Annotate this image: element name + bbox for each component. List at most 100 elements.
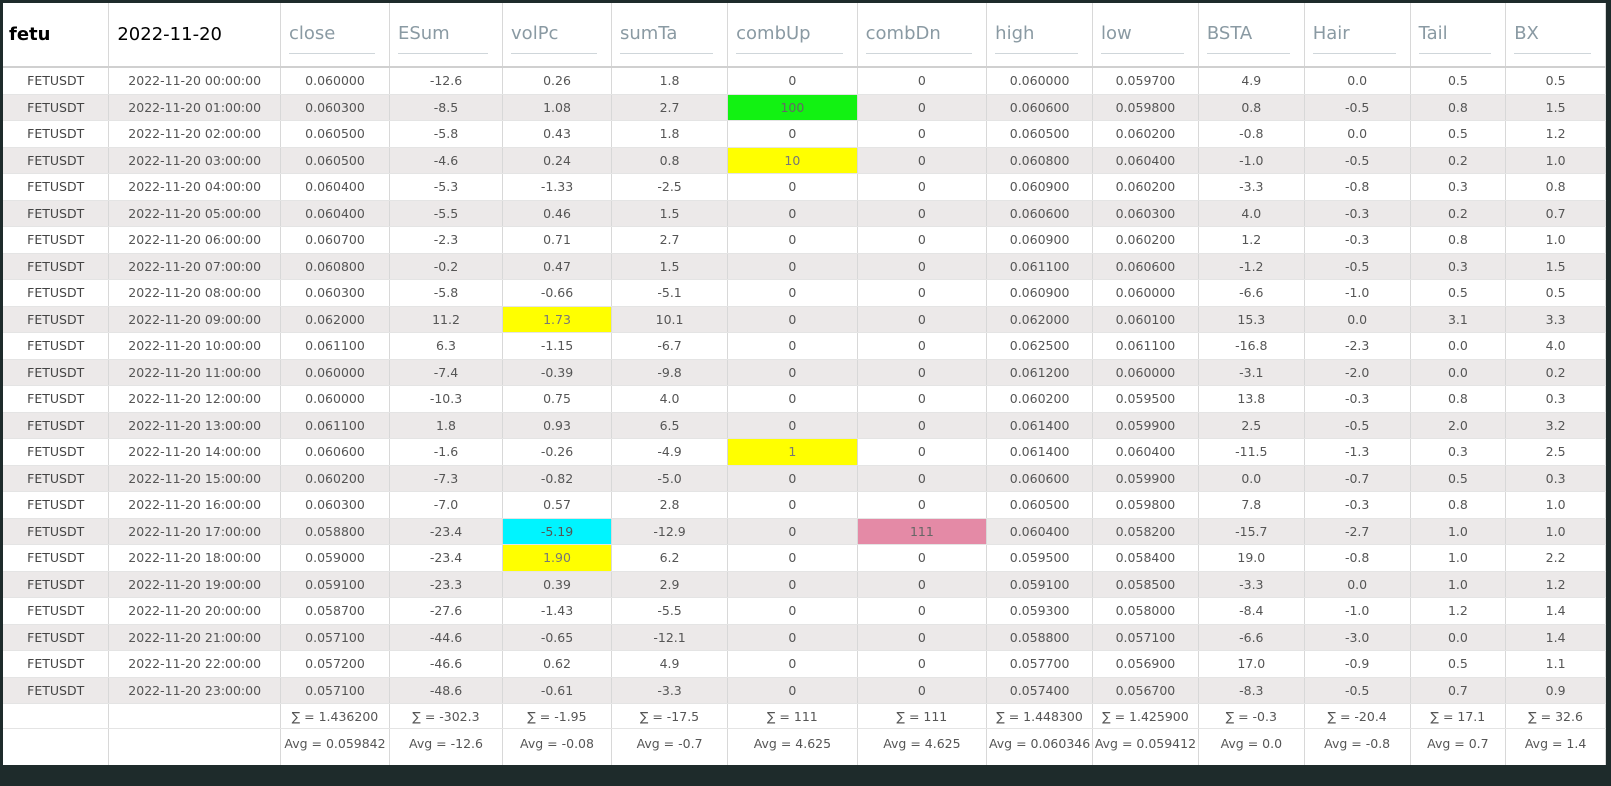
cell-bx: 0.2 bbox=[1505, 359, 1606, 386]
cell-fetu: FETUSDT bbox=[3, 173, 110, 201]
cell-bsta: 17.0 bbox=[1198, 650, 1305, 678]
cell-combdn: 0 bbox=[857, 332, 988, 360]
column-header-high[interactable]: high bbox=[986, 3, 1094, 68]
cell-combup: 0 bbox=[727, 518, 858, 545]
cell-low: 0.060200 bbox=[1092, 173, 1199, 201]
cell-close: 0.059000 bbox=[280, 544, 390, 572]
sum-cell: ∑ = -0.3 bbox=[1198, 703, 1305, 729]
table-row[interactable]: FETUSDT 2022-11-20 10:00:00 0.061100 6.3 -1.… bbox=[3, 332, 1606, 360]
column-header-tail[interactable]: Tail bbox=[1410, 3, 1507, 68]
table-row[interactable]: FETUSDT 2022-11-20 08:00:00 0.060300 -5.8 -0… bbox=[3, 279, 1606, 307]
column-header-label: combUp bbox=[736, 23, 843, 54]
table-row[interactable]: FETUSDT 2022-11-20 03:00:00 0.060500 -4.6 0.… bbox=[3, 147, 1606, 174]
column-header-bsta[interactable]: BSTA bbox=[1198, 3, 1305, 68]
column-header-label: BX bbox=[1514, 23, 1591, 54]
table-row[interactable]: FETUSDT 2022-11-20 13:00:00 0.061100 1.8 0.9… bbox=[3, 412, 1606, 439]
cell-close: 0.060200 bbox=[280, 465, 390, 492]
cell-close: 0.060500 bbox=[280, 120, 390, 148]
column-header-label: Tail bbox=[1418, 23, 1492, 54]
cell-fetu: FETUSDT bbox=[3, 359, 110, 386]
table-row[interactable]: FETUSDT 2022-11-20 16:00:00 0.060300 -7.0 0.… bbox=[3, 491, 1606, 519]
table-row[interactable]: FETUSDT 2022-11-20 18:00:00 0.059000 -23.4 1… bbox=[3, 544, 1606, 572]
cell-bx: 1.0 bbox=[1505, 226, 1606, 254]
cell-fetu: FETUSDT bbox=[3, 120, 110, 148]
cell-bx: 1.5 bbox=[1505, 253, 1606, 280]
table-row[interactable]: FETUSDT 2022-11-20 09:00:00 0.062000 11.2 1.… bbox=[3, 306, 1606, 333]
cell-tail: 0.5 bbox=[1410, 465, 1507, 492]
cell-tail: 2.0 bbox=[1410, 412, 1507, 439]
cell-combdn: 0 bbox=[857, 438, 988, 466]
table-row[interactable]: FETUSDT 2022-11-20 05:00:00 0.060400 -5.5 0.… bbox=[3, 200, 1606, 227]
table-row[interactable]: FETUSDT 2022-11-20 00:00:00 0.060000 -12.6 0… bbox=[3, 67, 1606, 95]
cell-combup: 1 bbox=[727, 438, 858, 466]
table-row[interactable]: FETUSDT 2022-11-20 02:00:00 0.060500 -5.8 0.… bbox=[3, 120, 1606, 148]
column-header-low[interactable]: low bbox=[1092, 3, 1199, 68]
cell-2022-11-20: 2022-11-20 22:00:00 bbox=[108, 650, 282, 678]
cell-hair: -3.0 bbox=[1304, 624, 1411, 651]
column-header-bx[interactable]: BX bbox=[1505, 3, 1606, 68]
cell-2022-11-20: 2022-11-20 09:00:00 bbox=[108, 306, 282, 333]
table-row[interactable]: FETUSDT 2022-11-20 07:00:00 0.060800 -0.2 0.… bbox=[3, 253, 1606, 280]
cell-2022-11-20: 2022-11-20 20:00:00 bbox=[108, 597, 282, 625]
cell-2022-11-20: 2022-11-20 00:00:00 bbox=[108, 67, 282, 95]
cell-esum: -8.5 bbox=[389, 94, 504, 121]
table-row[interactable]: FETUSDT 2022-11-20 23:00:00 0.057100 -48.6-… bbox=[3, 677, 1606, 704]
cell-fetu: FETUSDT bbox=[3, 650, 110, 678]
sum-cell: ∑ = 111 bbox=[727, 703, 858, 729]
cell-2022-11-20: 2022-11-20 16:00:00 bbox=[108, 491, 282, 519]
column-header-combdn[interactable]: combDn bbox=[857, 3, 988, 68]
cell-close: 0.060800 bbox=[280, 253, 390, 280]
cell-high: 0.060900 bbox=[986, 173, 1094, 201]
cell-combdn: 0 bbox=[857, 624, 988, 651]
cell-2022-11-20: 2022-11-20 12:00:00 bbox=[108, 385, 282, 413]
column-header-volpc[interactable]: volPc bbox=[502, 3, 612, 68]
cell-tail: 0.3 bbox=[1410, 173, 1507, 201]
cell-bx: 1.1 bbox=[1505, 650, 1606, 678]
table-row[interactable]: FETUSDT 2022-11-20 21:00:00 0.057100 -44.6-… bbox=[3, 624, 1606, 651]
column-header-combup[interactable]: combUp bbox=[727, 3, 858, 68]
column-header-hair[interactable]: Hair bbox=[1304, 3, 1411, 68]
table-row[interactable]: FETUSDT 2022-11-20 04:00:00 0.060400 -5.3 -1… bbox=[3, 173, 1606, 201]
cell-close: 0.060300 bbox=[280, 279, 390, 307]
avg-cell: Avg = -0.8 bbox=[1304, 728, 1411, 765]
cell-esum: -7.3 bbox=[389, 465, 504, 492]
column-header-sumta[interactable]: sumTa bbox=[611, 3, 729, 68]
cell-bsta: 0.8 bbox=[1198, 94, 1305, 121]
cell-fetu: FETUSDT bbox=[3, 518, 110, 545]
cell-2022-11-20: 2022-11-20 03:00:00 bbox=[108, 147, 282, 174]
table-row[interactable]: FETUSDT 2022-11-20 12:00:00 0.060000 -10.3 0… bbox=[3, 385, 1606, 413]
cell-esum: -1.6 bbox=[389, 438, 504, 466]
table-row[interactable]: FETUSDT 2022-11-20 22:00:00 0.057200 -46.6 0… bbox=[3, 650, 1606, 678]
table-row[interactable]: FETUSDT 2022-11-20 17:00:00 0.058800 -23.4-… bbox=[3, 518, 1606, 545]
table-row[interactable]: FETUSDT 2022-11-20 15:00:00 0.060200 -7.3 -0… bbox=[3, 465, 1606, 492]
cell-combup: 10 bbox=[727, 147, 858, 174]
sum-cell bbox=[108, 703, 282, 729]
table-row[interactable]: FETUSDT 2022-11-20 20:00:00 0.058700 -27.6-… bbox=[3, 597, 1606, 625]
table-row[interactable]: FETUSDT 2022-11-20 06:00:00 0.060700 -2.3 0.… bbox=[3, 226, 1606, 254]
cell-2022-11-20: 2022-11-20 17:00:00 bbox=[108, 518, 282, 545]
cell-bx: 1.0 bbox=[1505, 147, 1606, 174]
column-header-esum[interactable]: ESum bbox=[389, 3, 504, 68]
cell-high: 0.058800 bbox=[986, 624, 1094, 651]
cell-2022-11-20: 2022-11-20 15:00:00 bbox=[108, 465, 282, 492]
column-header-close[interactable]: close bbox=[280, 3, 390, 68]
cell-volpc: 1.73 bbox=[502, 306, 612, 333]
avg-cell: Avg = 4.625 bbox=[727, 728, 858, 765]
cell-tail: 0.5 bbox=[1410, 120, 1507, 148]
cell-volpc: 0.24 bbox=[502, 147, 612, 174]
table-row[interactable]: FETUSDT 2022-11-20 11:00:00 0.060000 -7.4 -0… bbox=[3, 359, 1606, 386]
table-row[interactable]: FETUSDT 2022-11-20 14:00:00 0.060600 -1.6 -0… bbox=[3, 438, 1606, 466]
table-row[interactable]: FETUSDT 2022-11-20 01:00:00 0.060300 -8.5 1.… bbox=[3, 94, 1606, 121]
cell-2022-11-20: 2022-11-20 13:00:00 bbox=[108, 412, 282, 439]
cell-hair: -0.5 bbox=[1304, 677, 1411, 704]
cell-tail: 0.0 bbox=[1410, 624, 1507, 651]
cell-combdn: 0 bbox=[857, 491, 988, 519]
cell-tail: 0.0 bbox=[1410, 359, 1507, 386]
cell-tail: 0.2 bbox=[1410, 200, 1507, 227]
cell-high: 0.062000 bbox=[986, 306, 1094, 333]
cell-volpc: 1.90 bbox=[502, 544, 612, 572]
cell-combdn: 0 bbox=[857, 597, 988, 625]
cell-bsta: -0.8 bbox=[1198, 120, 1305, 148]
cell-bx: 0.5 bbox=[1505, 279, 1606, 307]
table-row[interactable]: FETUSDT 2022-11-20 19:00:00 0.059100 -23.3 0… bbox=[3, 571, 1606, 598]
